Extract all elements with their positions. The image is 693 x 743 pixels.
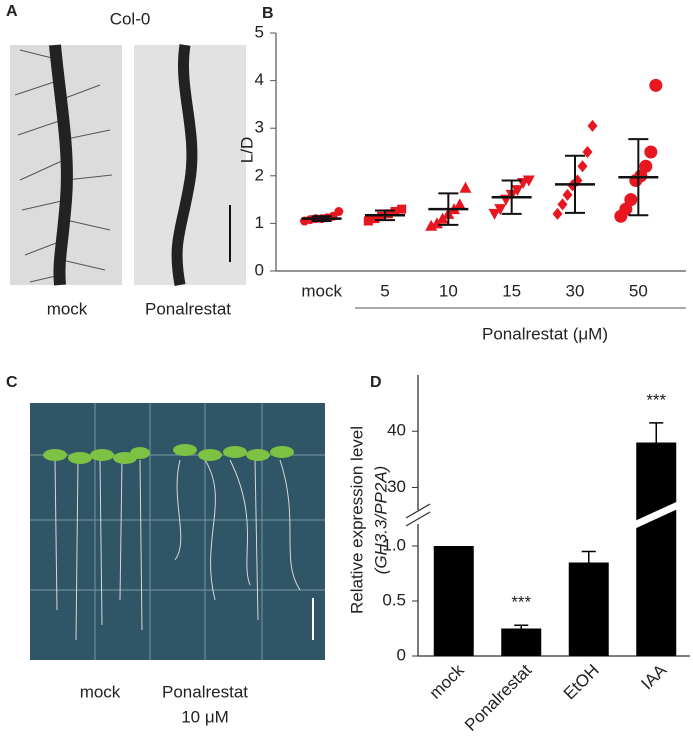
error-bar <box>438 192 459 226</box>
x-tick-label: 30 <box>566 281 585 300</box>
x-tick-label: 10 <box>439 281 458 300</box>
y-tick-label: 1 <box>255 213 264 232</box>
point <box>383 209 393 219</box>
y-tick-label: 0 <box>397 645 406 664</box>
bar-break <box>630 500 682 530</box>
point <box>619 202 633 216</box>
y-axis-label: (GH3.3/PP2A) <box>371 466 390 575</box>
caption: mock <box>80 682 121 701</box>
photo-ponalrestat <box>134 44 246 286</box>
y-tick-label: 2 <box>255 165 264 184</box>
point <box>397 204 407 214</box>
x-tick-label: mock <box>301 281 342 300</box>
x-tick-label: 50 <box>629 281 648 300</box>
caption: Ponalrestat <box>145 299 231 318</box>
bar <box>501 628 542 656</box>
point <box>649 78 663 92</box>
point <box>587 119 598 132</box>
error-bar <box>311 215 332 223</box>
point <box>511 185 524 197</box>
panel-title: Col-0 <box>110 9 151 28</box>
point <box>370 214 380 224</box>
point <box>552 207 563 220</box>
point <box>562 188 573 201</box>
y-tick-label: 0 <box>255 260 264 279</box>
point <box>577 160 588 173</box>
y-tick-label: 5 <box>255 22 264 41</box>
y-tick-label: 0.5 <box>382 590 406 609</box>
x-tick-label: mock <box>426 660 469 703</box>
y-tick-label: 1.0 <box>382 535 406 554</box>
point <box>334 207 344 216</box>
error-bar <box>565 154 585 214</box>
y-tick-label: 4 <box>255 70 264 89</box>
point <box>644 145 658 159</box>
error-bar <box>514 624 529 629</box>
y-axis-label: L/D <box>237 137 256 163</box>
x-tick-label: 15 <box>502 281 521 300</box>
bar <box>568 562 609 656</box>
x-tick-label: 5 <box>380 281 389 300</box>
point <box>624 193 638 207</box>
point <box>639 159 653 173</box>
y-tick-label: 30 <box>387 477 406 496</box>
y-tick-label: 40 <box>387 421 406 440</box>
point <box>522 175 535 187</box>
error-bar <box>628 138 649 217</box>
point <box>363 216 373 226</box>
panel-label: C <box>6 374 18 391</box>
y-axis-label: Relative expression level <box>347 426 366 614</box>
error-bar <box>581 550 596 563</box>
error-bar <box>649 422 664 443</box>
point <box>488 208 501 220</box>
caption: mock <box>47 299 88 318</box>
point <box>453 198 466 210</box>
caption: Ponalrestat <box>162 682 248 701</box>
panel-label: B <box>262 5 274 22</box>
error-bar <box>501 179 522 215</box>
x-tick-label: Ponalrestat <box>461 660 535 734</box>
x-tick-label: EtOH <box>560 661 603 704</box>
bar <box>636 442 677 656</box>
caption: 10 μM <box>181 707 229 726</box>
bar <box>433 546 474 656</box>
significance: *** <box>511 593 531 612</box>
point <box>459 181 472 193</box>
error-bar <box>375 209 395 222</box>
point <box>436 212 449 224</box>
point <box>557 198 568 211</box>
significance: *** <box>646 390 666 409</box>
photo-mock <box>10 44 122 286</box>
y-tick-label: 3 <box>255 118 264 137</box>
panel-label: A <box>6 3 18 20</box>
photo-plate <box>30 403 325 660</box>
x-tick-label: IAA <box>637 660 670 693</box>
point <box>494 204 507 216</box>
group-label: Ponalrestat (μM) <box>482 324 608 343</box>
panel-label: D <box>370 374 382 391</box>
axis-break <box>405 503 431 527</box>
